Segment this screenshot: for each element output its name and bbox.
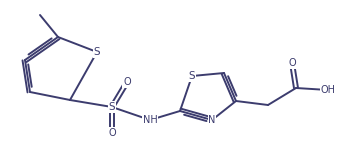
Text: O: O bbox=[288, 58, 296, 68]
Text: OH: OH bbox=[321, 85, 335, 95]
Text: S: S bbox=[94, 47, 100, 57]
Text: S: S bbox=[109, 102, 115, 112]
Text: S: S bbox=[189, 71, 195, 81]
Text: O: O bbox=[108, 128, 116, 138]
Text: O: O bbox=[123, 77, 131, 87]
Text: N: N bbox=[208, 115, 216, 125]
Text: NH: NH bbox=[143, 115, 157, 125]
